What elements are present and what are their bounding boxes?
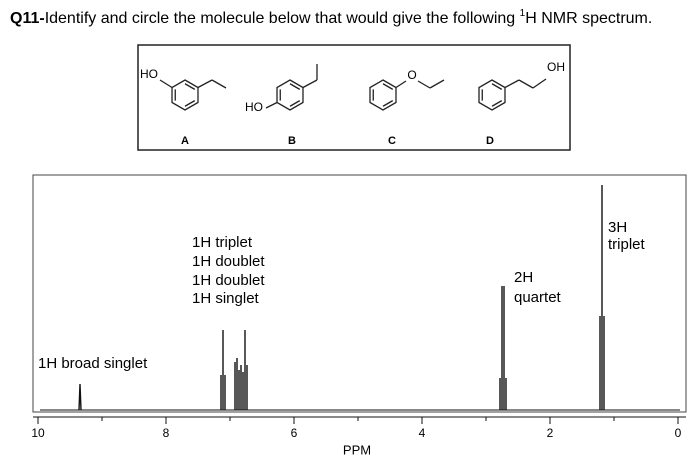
x-tick-label: 8 <box>163 426 170 440</box>
double-bond <box>289 83 301 90</box>
annotation: 1H broad singlet <box>38 355 148 372</box>
question-text-end: H NMR spectrum. <box>525 10 652 27</box>
molecule-label: B <box>288 135 296 147</box>
x-tick-label: 10 <box>31 426 45 440</box>
x-tick-label: 6 <box>291 426 298 440</box>
molecule-label: A <box>181 135 189 147</box>
group-label: HO <box>140 67 158 81</box>
double-bond <box>184 83 196 90</box>
spectrum-box <box>32 174 687 413</box>
annotation: 1H doublet <box>192 253 265 270</box>
annotation: 1H singlet <box>192 290 260 307</box>
double-bond <box>184 100 196 107</box>
spectrum <box>33 185 686 424</box>
annotation: 3H <box>608 219 627 236</box>
double-bond <box>289 100 301 107</box>
molecule-box <box>137 44 571 151</box>
group-label: OH <box>547 60 565 74</box>
molecule-label: D <box>486 135 494 147</box>
double-bond <box>491 100 503 107</box>
molecule-label: C <box>388 135 396 147</box>
question-text: Identify and circle the molecule below t… <box>45 10 520 27</box>
question-number: Q11- <box>10 10 45 27</box>
annotation: 1H triplet <box>192 234 253 251</box>
benzene-ring <box>369 79 397 111</box>
double-bond <box>382 100 394 107</box>
benzene-ring <box>478 79 506 111</box>
annotation: 1H doublet <box>192 272 265 289</box>
peak <box>242 330 248 410</box>
annotation: quartet <box>514 289 562 306</box>
double-bond <box>491 83 503 90</box>
peak <box>78 383 82 411</box>
peak <box>220 330 226 410</box>
group-label: O <box>407 68 416 82</box>
superscript: 1 <box>520 8 526 19</box>
peak <box>599 185 605 410</box>
x-axis-label: PPM <box>343 442 371 457</box>
x-tick-label: 4 <box>419 426 426 440</box>
benzene-ring <box>171 79 199 111</box>
annotation: 2H <box>514 269 533 286</box>
peak <box>499 286 507 410</box>
double-bond <box>382 83 394 90</box>
annotation: triplet <box>608 236 646 253</box>
benzene-ring <box>276 79 304 111</box>
group-label: HO <box>245 100 263 114</box>
question: Q11-Identify and circle the molecule bel… <box>10 8 652 28</box>
molecules <box>159 64 547 111</box>
x-tick-label: 0 <box>675 426 682 440</box>
peak <box>234 358 242 410</box>
x-tick-label: 2 <box>547 426 554 440</box>
